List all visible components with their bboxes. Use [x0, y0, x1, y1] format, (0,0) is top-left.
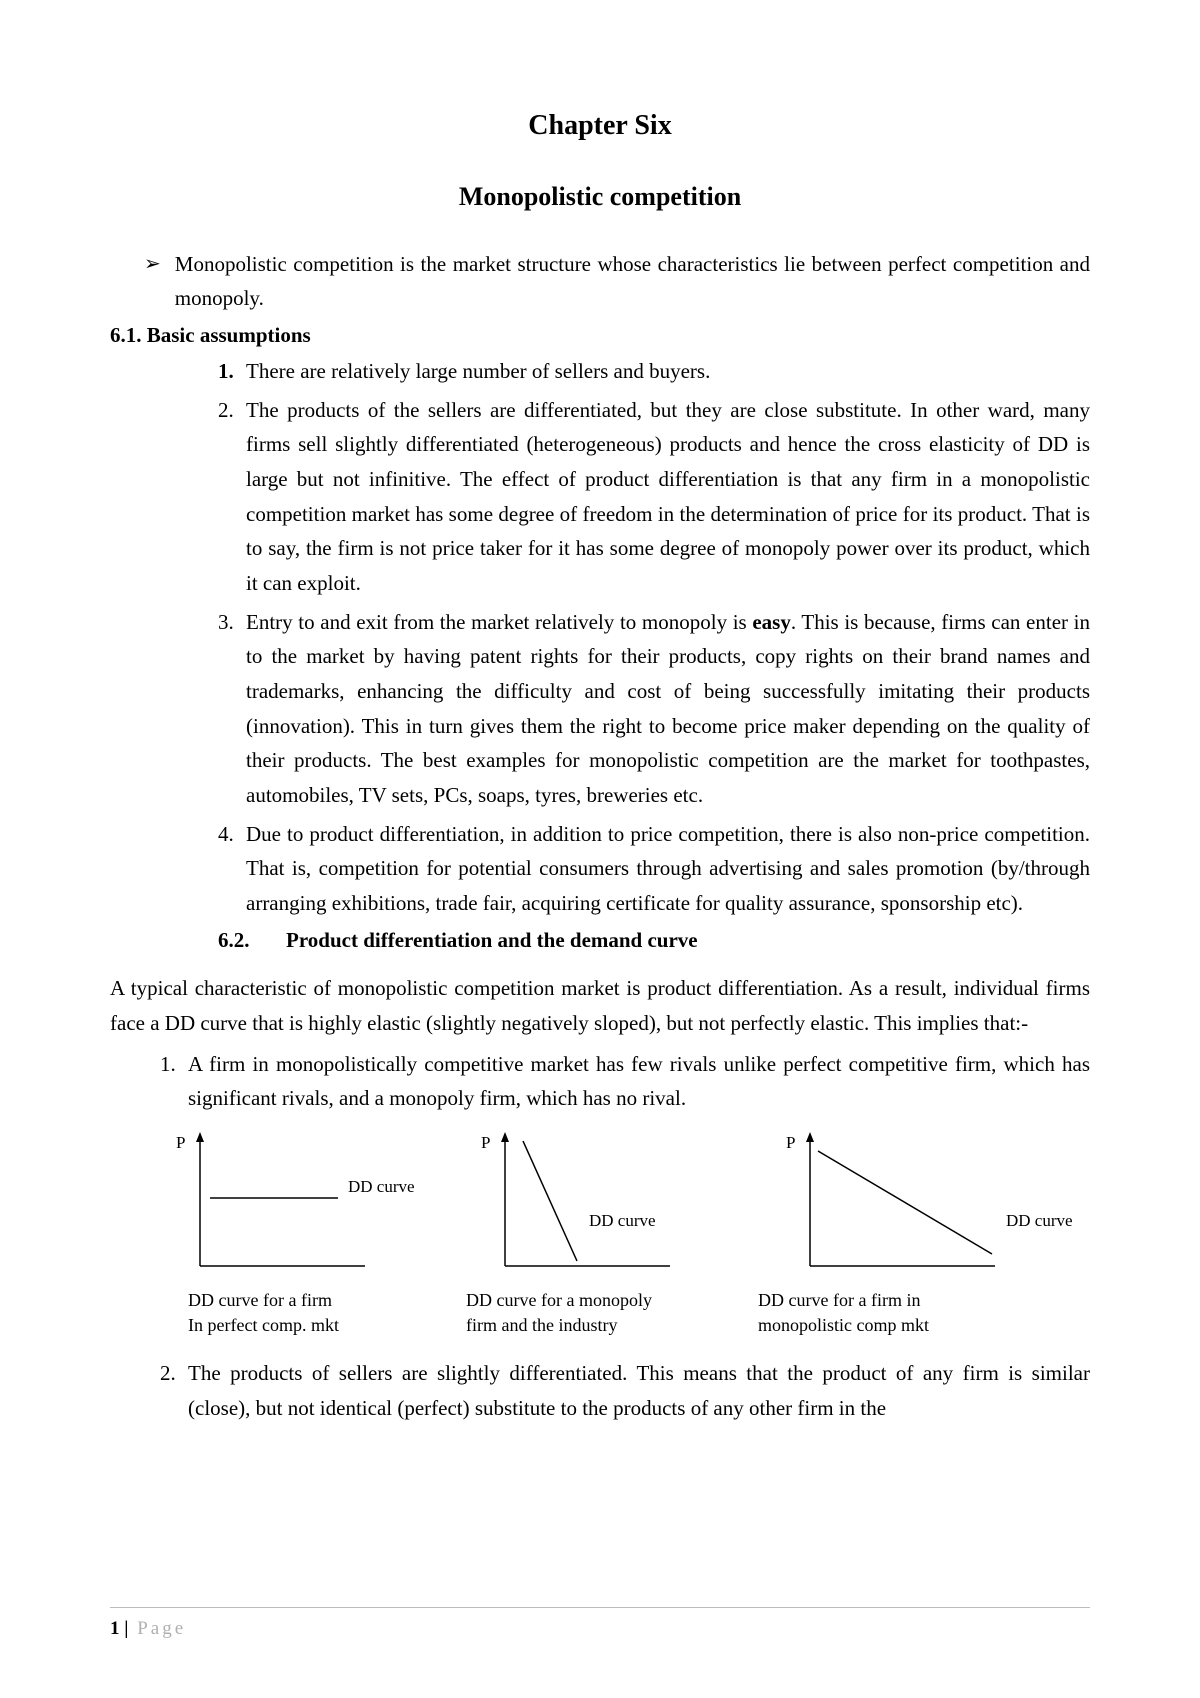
assumption-1: 1. There are relatively large number of … — [218, 354, 1090, 389]
page-number: 1 — [110, 1618, 120, 1639]
intro-bullet-row: ➢ Monopolistic competition is the market… — [144, 248, 1090, 315]
section-6-1-heading: 6.1. Basic assumptions — [110, 323, 1090, 348]
axis-p-label: P — [786, 1133, 795, 1152]
subtitle: Monopolistic competition — [110, 182, 1090, 212]
section-6-2-title: Product differentiation and the demand c… — [286, 928, 698, 953]
list-text: There are relatively large number of sel… — [246, 354, 1090, 389]
assumption-3: 3. Entry to and exit from the market rel… — [218, 605, 1090, 813]
y-axis-arrow-icon — [501, 1132, 509, 1142]
chart2-svg: P DD curve — [465, 1126, 745, 1276]
implication-2: 2. The products of sellers are slightly … — [160, 1356, 1090, 1425]
cap3-l1: DD curve for a firm in — [758, 1290, 920, 1310]
assumption-4: 4. Due to product differentiation, in ad… — [218, 817, 1090, 921]
assumptions-list: 1. There are relatively large number of … — [218, 354, 1090, 920]
chart-captions: DD curve for a firm In perfect comp. mkt… — [188, 1288, 1090, 1338]
cap3-l2: monopolistic comp mkt — [758, 1315, 929, 1335]
list-number: 2. — [218, 393, 246, 428]
axis-p-label: P — [481, 1133, 490, 1152]
caption-2: DD curve for a monopoly firm and the ind… — [466, 1288, 746, 1338]
implication-1: 1. A firm in monopolistically competitiv… — [160, 1047, 1090, 1116]
cap2-l2: firm and the industry — [466, 1315, 617, 1335]
section-6-2-number: 6.2. — [218, 928, 286, 953]
list-text: Entry to and exit from the market relati… — [246, 605, 1090, 813]
paragraph-dd-curve: A typical characteristic of monopolistic… — [110, 971, 1090, 1040]
dd-line — [818, 1151, 992, 1254]
page-footer: 1 | Page — [110, 1618, 186, 1640]
a3-bold: easy — [752, 610, 791, 634]
a3-pre: Entry to and exit from the market relati… — [246, 610, 752, 634]
chart-monopoly: P DD curve — [465, 1126, 745, 1276]
triangle-bullet-icon: ➢ — [144, 248, 161, 280]
list-number: 2. — [160, 1356, 188, 1391]
list-number: 1. — [160, 1047, 188, 1082]
assumption-2: 2. The products of the sellers are diffe… — [218, 393, 1090, 601]
y-axis-arrow-icon — [806, 1132, 814, 1142]
list-number: 1. — [218, 354, 246, 389]
implication-list: 1. A firm in monopolistically competitiv… — [160, 1047, 1090, 1116]
a3-post: . This is because, firms can enter in to… — [246, 610, 1090, 807]
charts-row: P DD curve P DD curve P DD curve — [160, 1126, 1090, 1276]
cap2-l1: DD curve for a monopoly — [466, 1290, 652, 1310]
chart-monopolistic: P DD curve — [770, 1126, 1090, 1276]
list-text: Due to product differentiation, in addit… — [246, 817, 1090, 921]
dd-label: DD curve — [348, 1177, 415, 1196]
list-number: 3. — [218, 605, 246, 640]
chapter-title: Chapter Six — [110, 110, 1090, 142]
dd-label: DD curve — [589, 1211, 656, 1230]
caption-1: DD curve for a firm In perfect comp. mkt — [188, 1288, 448, 1338]
chart3-svg: P DD curve — [770, 1126, 1090, 1276]
section-6-2-heading: 6.2. Product differentiation and the dem… — [218, 928, 1090, 953]
cap1-l1: DD curve for a firm — [188, 1290, 332, 1310]
chart-perfect-competition: P DD curve — [160, 1126, 440, 1276]
page-label: Page — [137, 1618, 186, 1639]
list-text: The products of sellers are slightly dif… — [188, 1356, 1090, 1425]
list-text: The products of the sellers are differen… — [246, 393, 1090, 601]
axis-p-label: P — [176, 1133, 185, 1152]
y-axis-arrow-icon — [196, 1132, 204, 1142]
intro-text: Monopolistic competition is the market s… — [175, 248, 1090, 315]
list-text: A firm in monopolistically competitive m… — [188, 1047, 1090, 1116]
dd-line — [523, 1141, 577, 1261]
chart1-svg: P DD curve — [160, 1126, 440, 1276]
caption-3: DD curve for a firm in monopolistic comp… — [758, 1288, 1018, 1338]
implication-list-cont: 2. The products of sellers are slightly … — [160, 1356, 1090, 1425]
cap1-l2: In perfect comp. mkt — [188, 1315, 339, 1335]
list-number: 4. — [218, 817, 246, 852]
dd-label: DD curve — [1006, 1211, 1073, 1230]
footer-divider — [110, 1607, 1090, 1608]
